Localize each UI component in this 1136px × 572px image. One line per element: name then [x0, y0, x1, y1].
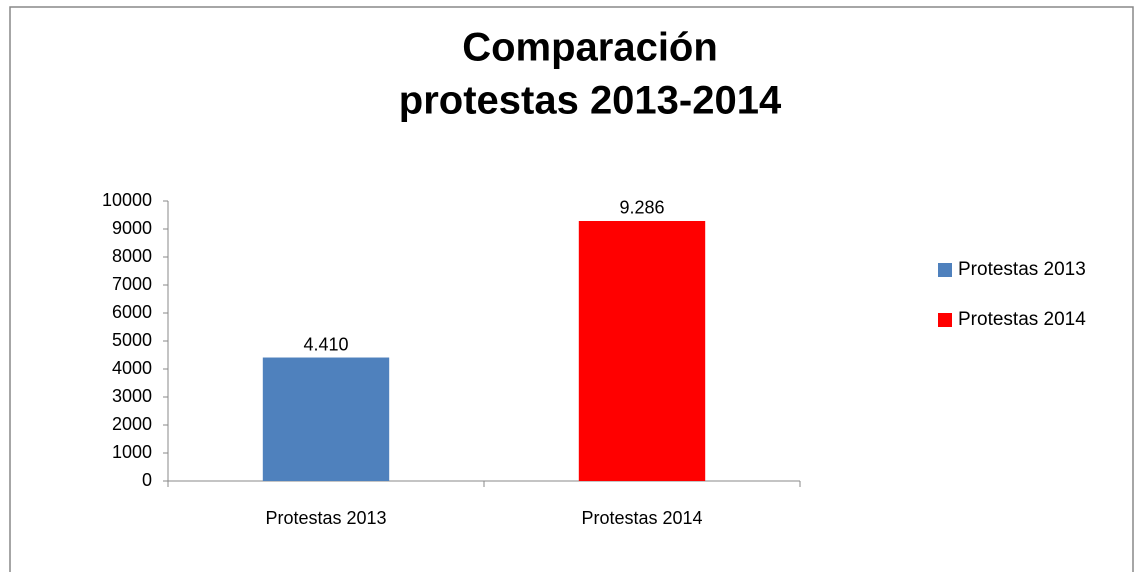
- bar: [262, 357, 390, 481]
- y-tick-label: 6000: [112, 302, 152, 322]
- y-tick-label: 2000: [112, 414, 152, 434]
- legend-swatch: [938, 263, 952, 277]
- chart-title: Comparación: [462, 26, 718, 70]
- legend-swatch: [938, 313, 952, 327]
- y-tick-label: 0: [142, 470, 152, 490]
- legend-label: Protestas 2014: [958, 309, 1086, 330]
- legend-label: Protestas 2013: [958, 259, 1086, 280]
- chart-border: [9, 6, 1134, 572]
- x-tick-label: Protestas 2013: [265, 508, 386, 528]
- y-tick-label: 4000: [112, 358, 152, 378]
- data-label: 4.410: [303, 334, 348, 354]
- y-tick-label: 9000: [112, 218, 152, 238]
- bar: [578, 220, 706, 481]
- x-tick-label: Protestas 2014: [581, 508, 702, 528]
- chart-title: protestas 2013-2014: [399, 79, 782, 123]
- y-tick-label: 10000: [102, 190, 152, 210]
- y-tick-label: 5000: [112, 330, 152, 350]
- y-tick-label: 7000: [112, 274, 152, 294]
- data-label: 9.286: [619, 198, 664, 218]
- y-tick-label: 8000: [112, 246, 152, 266]
- y-tick-label: 3000: [112, 386, 152, 406]
- y-tick-label: 1000: [112, 442, 152, 462]
